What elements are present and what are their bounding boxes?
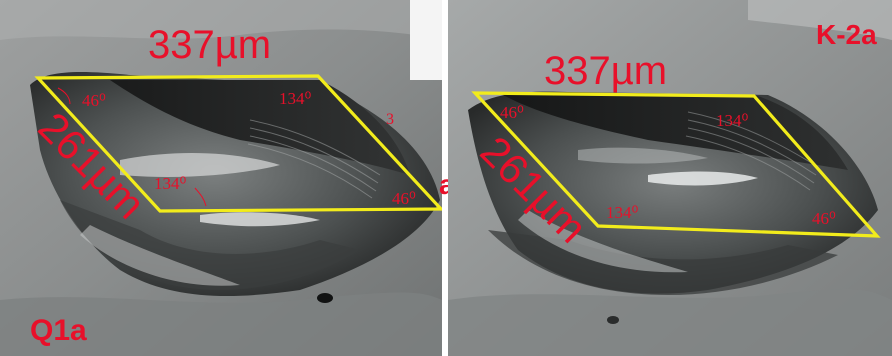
angle-arc-top-left [57,87,71,105]
top-length-label: 337µm [148,23,271,67]
panel-divider [442,0,448,356]
angle-bottom-right-label: 46⁰ [392,189,416,208]
panel-label-q1a: Q1a [30,314,87,347]
angle-bottom-right-label: 46⁰ [812,209,836,228]
angle-arc-bottom-left [194,187,207,207]
parallelogram-outline [471,91,881,238]
angle-top-right-label: 134⁰ [279,89,312,108]
panel-label-k2a: K-2a [816,19,877,50]
top-length-label: 337µm [544,49,667,93]
angle-top-right-label: 134⁰ [716,111,749,130]
micrograph-k2a: 337µm 261µm 46⁰ 134⁰ 134⁰ 46⁰ K-2a [448,0,892,356]
angle-bottom-left-label: 134⁰ [606,203,639,222]
micrograph-q1a-image: 337µm 261µm 46⁰ 134⁰ 134⁰ 46⁰ 3 Q1a [0,0,442,356]
angle-top-left-label: 46⁰ [82,91,106,110]
micrograph-q1a: 337µm 261µm 46⁰ 134⁰ 134⁰ 46⁰ 3 Q1a [0,0,442,356]
micrograph-k2a-image: 337µm 261µm 46⁰ 134⁰ 134⁰ 46⁰ K-2a [448,0,892,356]
mark-3-label: 3 [386,111,394,128]
angle-bottom-left-label: 134⁰ [154,174,187,193]
parallelogram-outline [34,74,442,213]
angle-top-left-label: 46⁰ [500,103,524,122]
